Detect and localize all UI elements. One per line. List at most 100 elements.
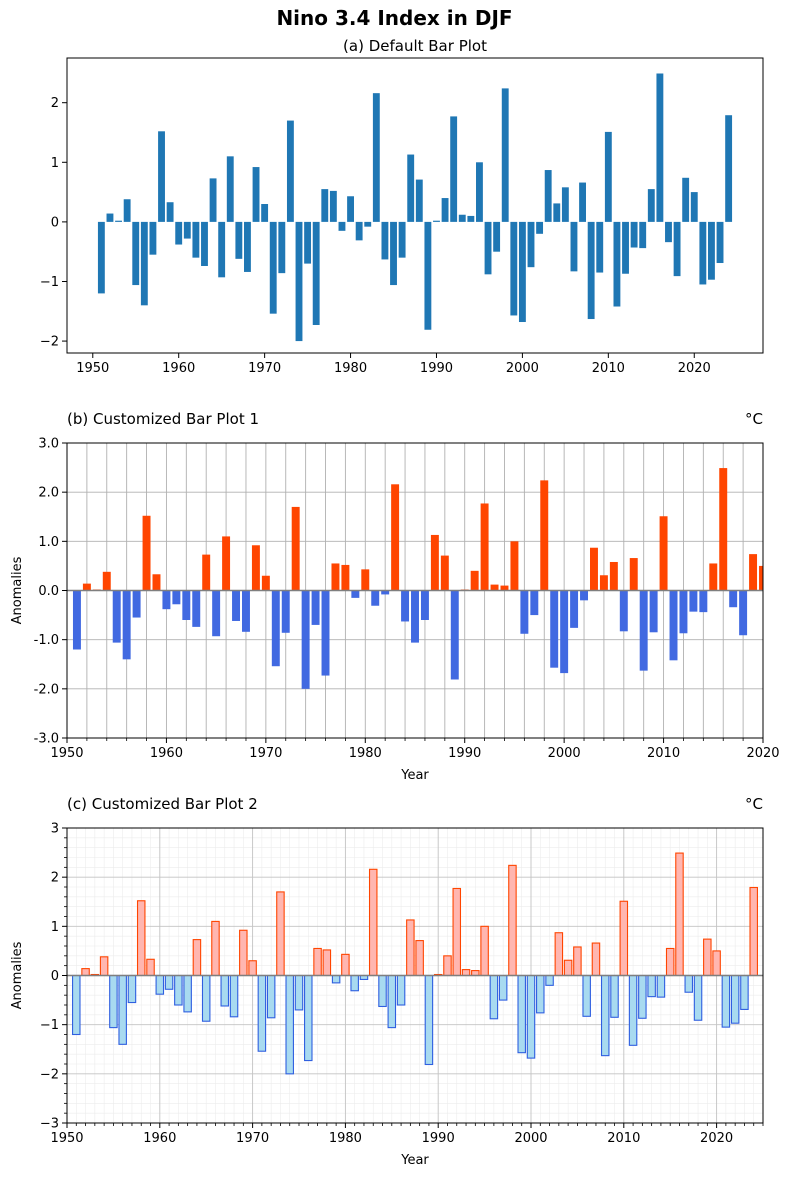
x-tick-label: 2020 bbox=[678, 361, 711, 376]
y-tick-label: 2 bbox=[51, 871, 59, 886]
bar-1983 bbox=[391, 484, 400, 591]
bar-1977 bbox=[313, 947, 322, 977]
y-tick-label: −2 bbox=[40, 1067, 59, 1082]
bar-1997 bbox=[530, 590, 539, 616]
y-tick-label: 2 bbox=[51, 96, 59, 111]
bar-1995 bbox=[480, 925, 489, 977]
y-tick-label: -2.0 bbox=[34, 682, 59, 697]
x-tick-label: 1950 bbox=[76, 361, 109, 376]
bar-2012 bbox=[622, 221, 629, 274]
bar-2016 bbox=[719, 468, 728, 591]
x-tick-label: 1990 bbox=[420, 361, 453, 376]
bar-1998 bbox=[501, 88, 509, 222]
bar-2006 bbox=[570, 221, 578, 272]
bar-1981 bbox=[355, 221, 363, 241]
bar-2023 bbox=[740, 974, 749, 1010]
bar-2011 bbox=[613, 221, 621, 307]
bar-1989 bbox=[424, 974, 434, 1066]
bar-2022 bbox=[730, 974, 740, 1024]
bar-1988 bbox=[440, 555, 449, 591]
bar-1980 bbox=[347, 196, 354, 222]
bar-1985 bbox=[390, 221, 397, 286]
bar-1991 bbox=[443, 955, 452, 977]
bar-2003 bbox=[554, 932, 564, 977]
bar-1969 bbox=[251, 545, 260, 591]
bar-1988 bbox=[415, 940, 424, 977]
x-tick-label: 1960 bbox=[150, 746, 183, 761]
bar-2010 bbox=[659, 516, 668, 591]
bar-1959 bbox=[146, 958, 155, 977]
bar-2022 bbox=[708, 221, 715, 280]
bar-1999 bbox=[550, 590, 559, 668]
bar-1985 bbox=[411, 590, 419, 643]
bar-1996 bbox=[489, 974, 499, 1020]
x-tick-label: 1990 bbox=[422, 1131, 455, 1146]
bar-1984 bbox=[401, 590, 410, 622]
plot-area bbox=[97, 73, 733, 342]
bar-2018 bbox=[673, 221, 681, 277]
bar-1955 bbox=[112, 590, 121, 643]
bar-1955 bbox=[109, 974, 118, 1029]
unit-label: °C bbox=[745, 795, 763, 813]
bar-1992 bbox=[480, 503, 489, 591]
bar-1965 bbox=[218, 221, 226, 278]
y-tick-label: −1 bbox=[40, 275, 59, 290]
bar-2006 bbox=[582, 974, 591, 1017]
bar-1978 bbox=[322, 949, 332, 977]
bar-2001 bbox=[570, 590, 579, 628]
bar-1986 bbox=[398, 221, 406, 258]
bar-1986 bbox=[420, 590, 429, 620]
bar-2015 bbox=[709, 563, 718, 591]
bar-1996 bbox=[520, 590, 529, 634]
bar-1979 bbox=[331, 974, 341, 984]
bar-1999 bbox=[517, 974, 526, 1054]
bar-1970 bbox=[261, 204, 269, 222]
bar-1956 bbox=[140, 221, 148, 306]
bar-2009 bbox=[610, 974, 619, 1018]
bar-2018 bbox=[739, 590, 748, 636]
x-tick-label: 1970 bbox=[249, 746, 282, 761]
bar-1976 bbox=[312, 221, 320, 325]
bar-2014 bbox=[699, 590, 708, 613]
bar-2013 bbox=[630, 221, 638, 248]
bar-2019 bbox=[682, 177, 690, 222]
bar-2007 bbox=[629, 558, 638, 591]
bar-1980 bbox=[361, 569, 370, 591]
bar-1990 bbox=[433, 220, 440, 222]
x-tick-label: 2010 bbox=[607, 1131, 640, 1146]
bar-1994 bbox=[467, 215, 475, 222]
panel-title: (a) Default Bar Plot bbox=[343, 37, 487, 55]
bar-1951 bbox=[97, 221, 105, 294]
bar-1999 bbox=[510, 221, 518, 316]
bar-1995 bbox=[476, 162, 483, 222]
bar-1978 bbox=[329, 190, 337, 222]
bar-1970 bbox=[248, 960, 257, 977]
bar-1959 bbox=[166, 202, 174, 222]
bar-1974 bbox=[301, 590, 310, 689]
bar-1960 bbox=[162, 590, 171, 610]
bar-2014 bbox=[639, 221, 647, 249]
x-axis-label: Year bbox=[400, 1153, 429, 1168]
bar-2003 bbox=[544, 170, 552, 222]
bar-1954 bbox=[123, 199, 131, 222]
bar-1973 bbox=[276, 891, 285, 977]
bar-1968 bbox=[229, 974, 239, 1018]
bar-1992 bbox=[450, 116, 458, 222]
bar-1978 bbox=[341, 564, 350, 591]
bar-2008 bbox=[639, 590, 648, 671]
bar-2021 bbox=[699, 221, 707, 285]
bar-1975 bbox=[304, 221, 312, 264]
x-tick-label: 1960 bbox=[162, 361, 195, 376]
y-tick-label: 2.0 bbox=[38, 486, 59, 501]
y-tick-label: 0 bbox=[51, 969, 59, 984]
bar-1958 bbox=[142, 515, 151, 591]
bar-1973 bbox=[291, 506, 300, 591]
bar-1961 bbox=[183, 221, 191, 239]
bar-1987 bbox=[407, 154, 415, 222]
bar-1954 bbox=[102, 571, 111, 591]
y-tick-label: −1 bbox=[40, 1018, 59, 1033]
bar-2007 bbox=[591, 942, 601, 977]
bar-2008 bbox=[600, 974, 610, 1057]
bar-1971 bbox=[269, 221, 277, 314]
bar-1972 bbox=[266, 974, 276, 1019]
